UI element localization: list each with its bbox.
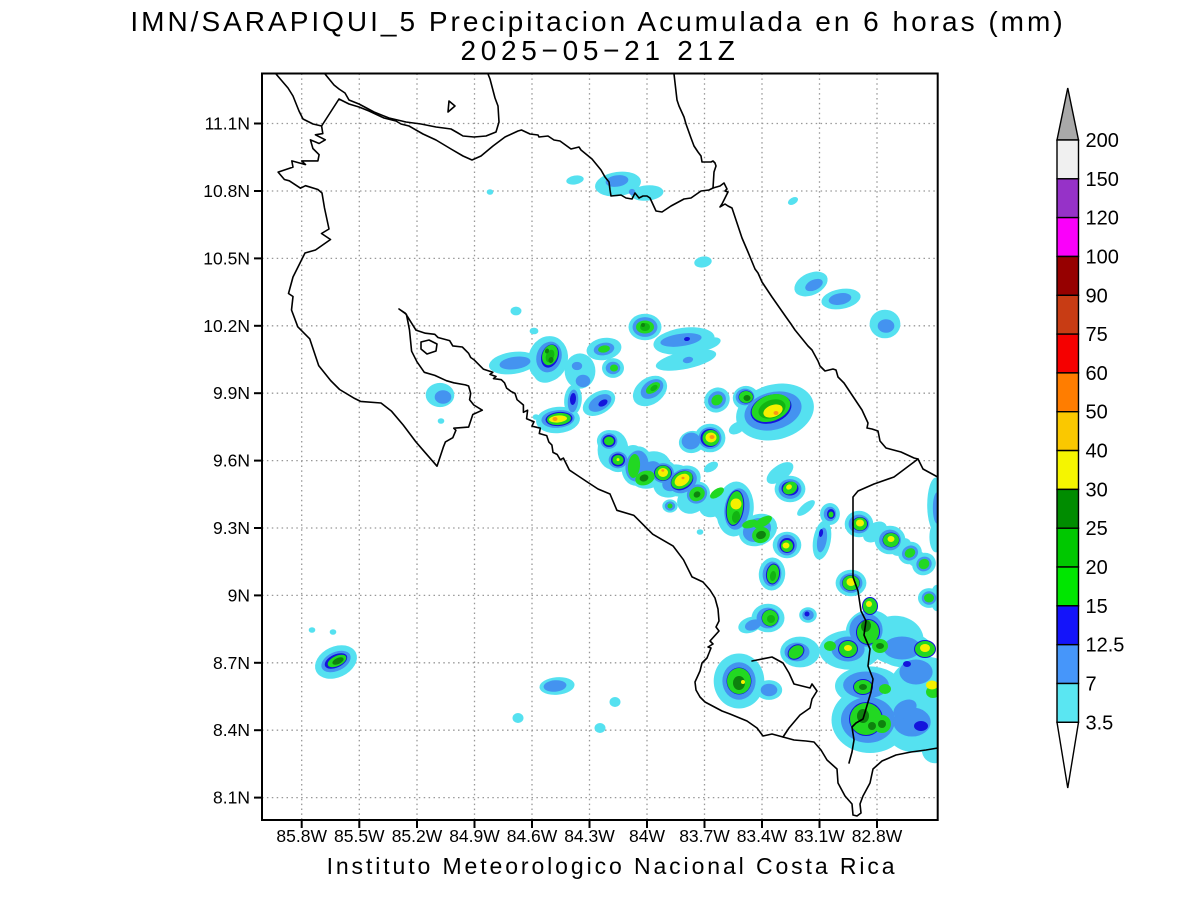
svg-text:84.3W: 84.3W	[564, 826, 615, 846]
svg-text:85.2W: 85.2W	[392, 826, 443, 846]
svg-text:8.4N: 8.4N	[213, 720, 250, 740]
svg-text:75: 75	[1086, 324, 1108, 346]
svg-text:9.9N: 9.9N	[213, 383, 250, 403]
svg-text:60: 60	[1086, 363, 1108, 385]
svg-text:84.6W: 84.6W	[507, 826, 558, 846]
svg-text:83.4W: 83.4W	[737, 826, 788, 846]
svg-text:50: 50	[1086, 402, 1108, 424]
svg-text:7: 7	[1086, 674, 1097, 696]
svg-text:20: 20	[1086, 557, 1108, 579]
svg-text:25: 25	[1086, 518, 1108, 540]
svg-text:10.8N: 10.8N	[203, 181, 250, 201]
svg-text:90: 90	[1086, 285, 1108, 307]
svg-text:84.9W: 84.9W	[449, 826, 500, 846]
svg-text:82.8W: 82.8W	[852, 826, 903, 846]
svg-text:83.1W: 83.1W	[794, 826, 845, 846]
svg-text:11.1N: 11.1N	[205, 114, 250, 134]
svg-text:8.7N: 8.7N	[213, 653, 250, 673]
svg-text:2025−05−21 21Z: 2025−05−21 21Z	[460, 35, 739, 66]
svg-text:200: 200	[1086, 130, 1119, 152]
svg-text:83.7W: 83.7W	[679, 826, 730, 846]
svg-text:9.3N: 9.3N	[213, 518, 250, 538]
svg-text:IMN/SARAPIQUI_5 Precipitacion: IMN/SARAPIQUI_5 Precipitacion Acumulada …	[130, 6, 1065, 37]
svg-text:9.6N: 9.6N	[213, 451, 250, 471]
svg-text:40: 40	[1086, 441, 1108, 463]
svg-text:100: 100	[1086, 247, 1119, 269]
svg-text:8.1N: 8.1N	[213, 788, 250, 808]
svg-text:10.5N: 10.5N	[203, 248, 250, 268]
svg-text:120: 120	[1086, 208, 1119, 230]
svg-text:3.5: 3.5	[1086, 712, 1114, 734]
svg-text:15: 15	[1086, 596, 1108, 618]
svg-text:10.2N: 10.2N	[203, 316, 250, 336]
svg-text:12.5: 12.5	[1086, 635, 1125, 657]
svg-text:85.5W: 85.5W	[334, 826, 385, 846]
svg-text:9N: 9N	[228, 585, 250, 605]
svg-text:150: 150	[1086, 169, 1119, 191]
svg-text:30: 30	[1086, 479, 1108, 501]
svg-text:84W: 84W	[629, 826, 665, 846]
svg-text:Instituto Meteorologico Nacion: Instituto Meteorologico Nacional Costa R…	[327, 853, 898, 879]
svg-text:85.8W: 85.8W	[276, 826, 327, 846]
